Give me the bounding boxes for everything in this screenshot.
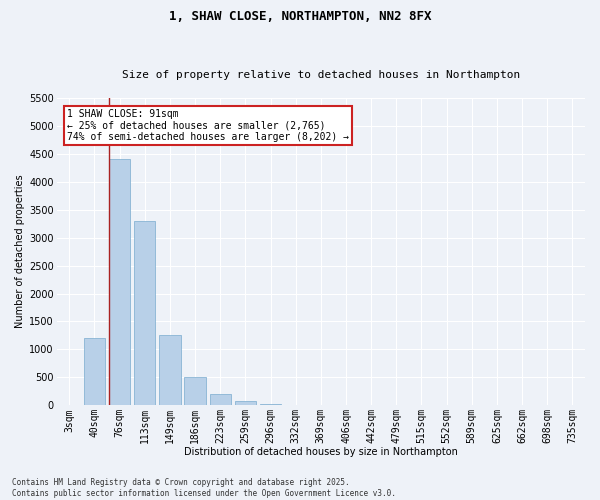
Bar: [134, 221, 155, 406]
Y-axis label: Number of detached properties: Number of detached properties: [15, 175, 25, 328]
Bar: [109, 160, 130, 406]
Bar: [84, 338, 105, 406]
Bar: [184, 378, 206, 406]
Bar: [159, 336, 181, 406]
Text: Contains HM Land Registry data © Crown copyright and database right 2025.
Contai: Contains HM Land Registry data © Crown c…: [12, 478, 396, 498]
Bar: [209, 394, 231, 406]
Bar: [235, 401, 256, 406]
Text: 1, SHAW CLOSE, NORTHAMPTON, NN2 8FX: 1, SHAW CLOSE, NORTHAMPTON, NN2 8FX: [169, 10, 431, 23]
Bar: [260, 404, 281, 406]
X-axis label: Distribution of detached houses by size in Northampton: Distribution of detached houses by size …: [184, 448, 458, 458]
Title: Size of property relative to detached houses in Northampton: Size of property relative to detached ho…: [122, 70, 520, 81]
Text: 1 SHAW CLOSE: 91sqm
← 25% of detached houses are smaller (2,765)
74% of semi-det: 1 SHAW CLOSE: 91sqm ← 25% of detached ho…: [67, 108, 349, 142]
